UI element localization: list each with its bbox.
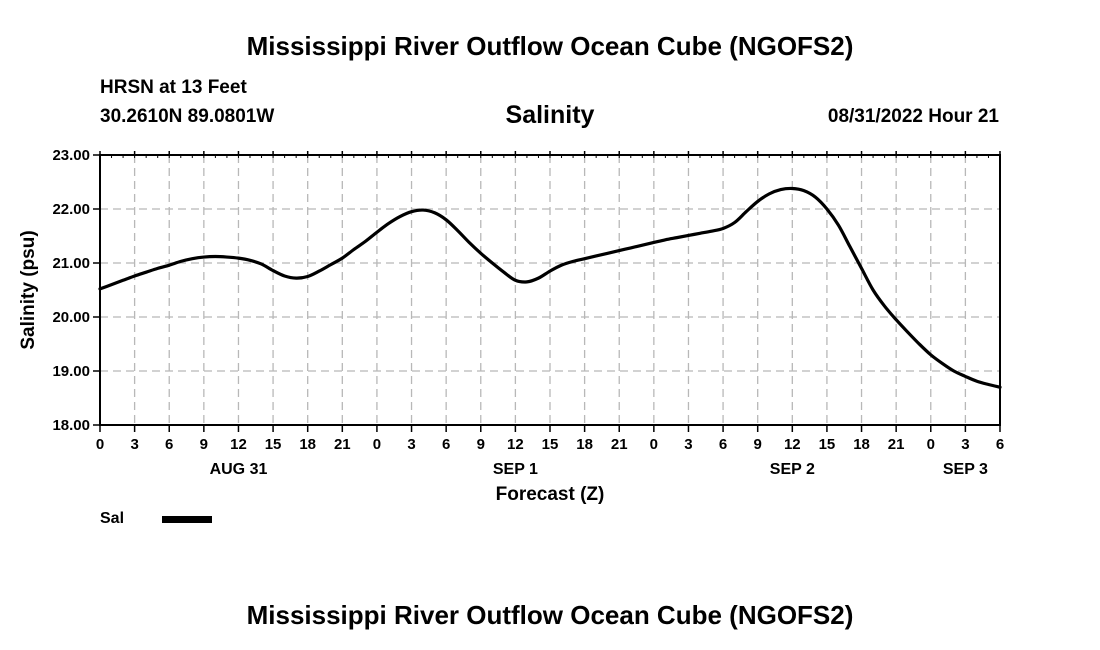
chart-title: Salinity xyxy=(505,101,595,129)
x-tick-label: 3 xyxy=(961,436,969,453)
footer-title: Mississippi River Outflow Ocean Cube (NG… xyxy=(246,600,854,630)
x-tick-label: 21 xyxy=(611,436,628,453)
x-tick-label: 6 xyxy=(442,436,450,453)
axis-ticks xyxy=(93,151,1001,432)
y-axis-label: Salinity (psu) xyxy=(18,230,39,349)
y-tick-label: 19.00 xyxy=(52,363,90,380)
x-tick-label: 12 xyxy=(784,436,801,453)
x-tick-label: 9 xyxy=(754,436,762,453)
legend-swatch xyxy=(162,516,212,523)
day-label: SEP 3 xyxy=(943,461,988,478)
x-tick-label: 9 xyxy=(200,436,208,453)
station-name: HRSN at 13 Feet xyxy=(100,77,247,98)
valid-time: 08/31/2022 Hour 21 xyxy=(827,106,999,127)
x-axis-label: Forecast (Z) xyxy=(496,484,605,505)
y-tick-labels: 18.00 19.00 20.00 21.00 22.00 23.00 xyxy=(52,147,90,434)
x-tick-label: 0 xyxy=(96,436,104,453)
y-tick-label: 20.00 xyxy=(52,309,90,326)
x-tick-label: 0 xyxy=(373,436,381,453)
day-labels: AUG 31 SEP 1 SEP 2 SEP 3 xyxy=(210,461,988,478)
x-tick-label: 0 xyxy=(927,436,935,453)
day-label: SEP 1 xyxy=(493,461,538,478)
grid-lines xyxy=(100,155,1000,425)
main-title: Mississippi River Outflow Ocean Cube (NG… xyxy=(246,31,854,61)
x-tick-labels: 0 3 6 9 12 15 18 21 0 3 6 9 12 15 18 21 0 3 6 9 12 15 18 21 0 3 6 xyxy=(96,436,1004,453)
x-tick-label: 21 xyxy=(888,436,905,453)
day-label: SEP 2 xyxy=(770,461,815,478)
x-tick-label: 15 xyxy=(265,436,282,453)
station-coordinates: 30.2610N 89.0801W xyxy=(100,106,275,127)
x-tick-label: 12 xyxy=(230,436,247,453)
x-tick-label: 18 xyxy=(853,436,870,453)
x-tick-label: 12 xyxy=(507,436,524,453)
legend-label: Sal xyxy=(100,510,125,527)
x-tick-label: 15 xyxy=(542,436,559,453)
x-tick-label: 15 xyxy=(819,436,836,453)
x-tick-label: 21 xyxy=(334,436,351,453)
x-tick-label: 6 xyxy=(996,436,1004,453)
x-tick-label: 3 xyxy=(684,436,692,453)
day-label: AUG 31 xyxy=(210,461,268,478)
x-tick-label: 9 xyxy=(477,436,485,453)
x-tick-label: 18 xyxy=(576,436,593,453)
x-tick-label: 6 xyxy=(719,436,727,453)
y-tick-label: 21.00 xyxy=(52,255,90,272)
x-tick-label: 6 xyxy=(165,436,173,453)
y-tick-label: 22.00 xyxy=(52,201,90,218)
x-tick-label: 0 xyxy=(650,436,658,453)
y-tick-label: 23.00 xyxy=(52,147,90,164)
salinity-series-line xyxy=(98,186,1002,389)
x-tick-label: 3 xyxy=(130,436,138,453)
x-tick-label: 18 xyxy=(299,436,316,453)
x-tick-label: 3 xyxy=(407,436,415,453)
y-tick-label: 18.00 xyxy=(52,417,90,434)
